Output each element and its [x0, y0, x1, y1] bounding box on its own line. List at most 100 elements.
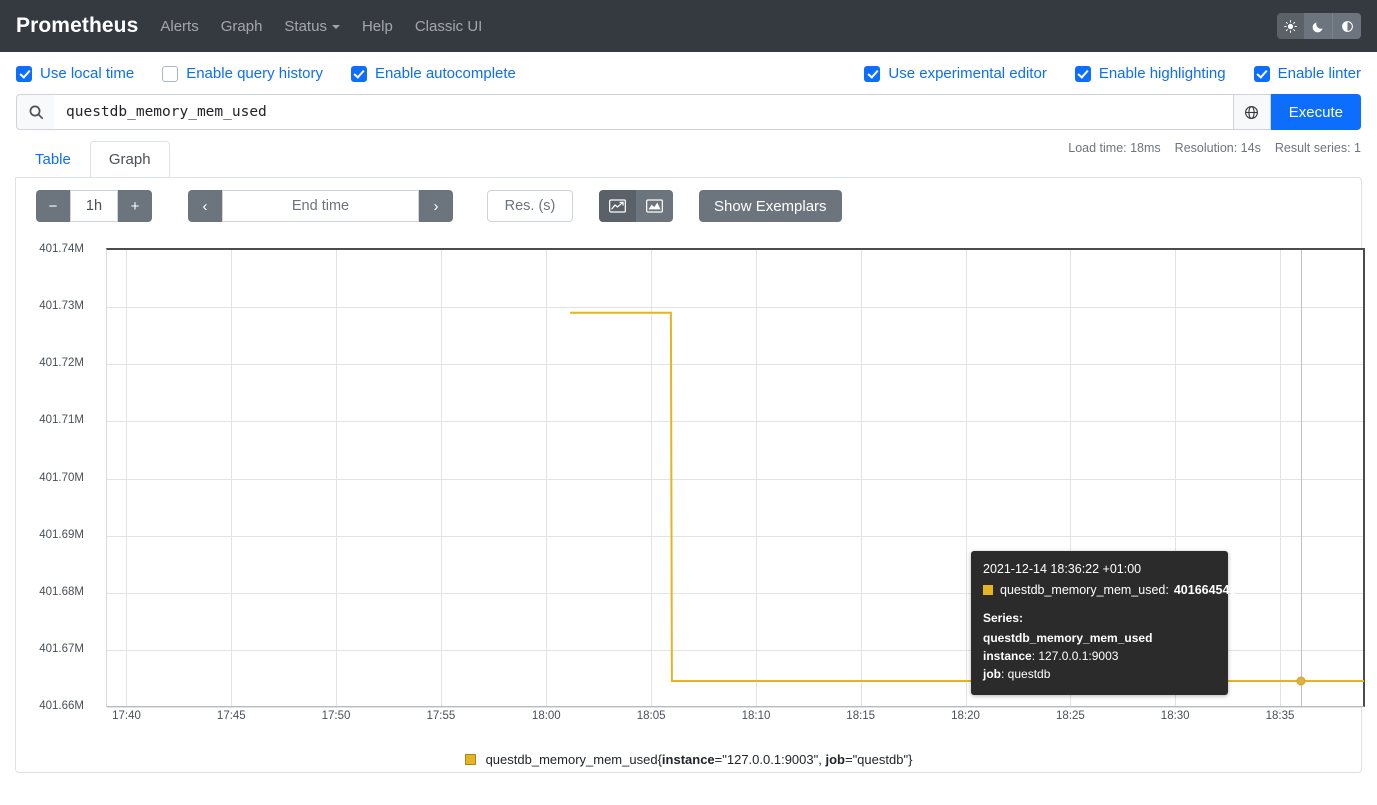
globe-icon[interactable]: [1232, 94, 1271, 130]
chevron-down-icon: [331, 25, 340, 29]
crosshair-line: [1301, 250, 1303, 706]
option-enable-linter[interactable]: Enable linter: [1253, 65, 1361, 82]
execute-button[interactable]: Execute: [1270, 94, 1361, 130]
horizontal-gridline: [107, 592, 1363, 594]
option-label: Enable autocomplete: [374, 65, 516, 82]
legend-label-key: instance: [661, 752, 715, 767]
tooltip-series-metric: questdb_memory_mem_used: [983, 630, 1153, 645]
horizontal-gridline: [107, 478, 1363, 480]
checkbox-enable-autocomplete[interactable]: [350, 65, 367, 82]
y-axis-tick-label: 401.73M: [39, 300, 84, 313]
next-time-button[interactable]: ›: [419, 190, 453, 222]
tooltip-label-value: questdb: [1007, 667, 1051, 682]
horizontal-gridline: [107, 649, 1363, 651]
half-circle-auto-icon[interactable]: [1333, 13, 1361, 39]
query-stats: Load time: 18ms Resolution: 14s Result s…: [1068, 141, 1361, 155]
legend-label-eq: =: [844, 752, 853, 767]
line-chart-icon[interactable]: [599, 190, 636, 222]
decrease-range-button[interactable]: −: [36, 190, 70, 222]
checkbox-enable-query-history[interactable]: [162, 65, 179, 82]
y-axis: 401.74M 401.73M 401.72M 401.71M 401.70M 401.6…: [26, 236, 90, 712]
vertical-gridline: [440, 250, 442, 706]
tab-table[interactable]: Table: [35, 151, 71, 168]
vertical-gridline: [1070, 250, 1072, 706]
graph-plot-area: 401.74M 401.73M 401.72M 401.71M 401.70M 401.6…: [26, 236, 1365, 736]
navbar: Prometheus Alerts Graph Status Help Clas…: [0, 0, 1377, 52]
theme-toggle-group: [1277, 13, 1361, 39]
option-use-experimental-editor[interactable]: Use experimental editor: [864, 65, 1047, 82]
hover-tooltip: 2021-12-14 18:36:22 +01:00 questdb_memor…: [971, 551, 1236, 695]
x-axis-tick-label: 18:00: [531, 710, 561, 722]
x-axis-tick-label: 18:15: [846, 710, 876, 722]
options-right-group: Use experimental editor Enable highlight…: [864, 65, 1361, 82]
graph-legend: questdb_memory_mem_used{instance = "127.0.…: [16, 752, 1361, 767]
sun-icon[interactable]: [1277, 13, 1305, 39]
nav-item-label: Help: [361, 17, 393, 35]
options-row: Use local time Enable query history Enab…: [0, 52, 1377, 94]
moon-icon[interactable]: [1305, 13, 1333, 39]
horizontal-gridline: [107, 707, 1363, 708]
option-use-local-time[interactable]: Use local time: [16, 65, 134, 82]
option-enable-query-history[interactable]: Enable query history: [162, 65, 323, 82]
option-label: Enable highlighting: [1098, 65, 1226, 82]
checkbox-use-local-time[interactable]: [16, 65, 32, 82]
nav-item-graph[interactable]: Graph: [221, 18, 263, 35]
legend-brace-open: {: [657, 752, 662, 767]
legend-item[interactable]: questdb_memory_mem_used{instance = "127.0.…: [464, 752, 912, 767]
search-icon[interactable]: [16, 94, 54, 130]
checkbox-enable-highlighting[interactable]: [1074, 65, 1091, 82]
end-time-input[interactable]: End time: [222, 190, 419, 222]
horizontal-gridline: [107, 364, 1363, 366]
option-label: Enable linter: [1277, 65, 1361, 82]
option-enable-autocomplete[interactable]: Enable autocomplete: [350, 65, 516, 82]
legend-metric: questdb_memory_mem_used: [485, 752, 658, 767]
tooltip-label-sep: :: [1001, 667, 1008, 682]
previous-time-button[interactable]: ‹: [188, 190, 222, 222]
vertical-gridline: [755, 250, 757, 706]
tooltip-label-key: instance: [983, 649, 1032, 664]
query-input[interactable]: questdb_memory_mem_used: [54, 94, 1233, 130]
tooltip-series-header: Series:: [983, 611, 1024, 626]
tabs-row: Table Graph Load time: 18ms Resolution: …: [0, 137, 1377, 178]
tooltip-metric-value: 401664545: [1173, 583, 1237, 598]
nav-item-label: Classic UI: [414, 17, 483, 35]
vertical-gridline: [1175, 250, 1177, 706]
resolution-stat: Resolution: 14s: [1174, 141, 1261, 155]
option-label: Enable query history: [186, 65, 323, 82]
tooltip-label-sep: :: [1031, 649, 1039, 664]
vertical-gridline: [651, 250, 653, 706]
x-axis-tick-label: 17:40: [112, 710, 141, 722]
nav-item-label: Status: [284, 17, 327, 35]
increase-range-button[interactable]: +: [118, 190, 152, 222]
chart-type-toggle: [599, 190, 673, 222]
nav-item-help[interactable]: Help: [362, 18, 393, 35]
end-time-control-group: ‹ End time ›: [188, 190, 453, 222]
horizontal-gridline: [107, 421, 1363, 423]
nav-item-classic-ui[interactable]: Classic UI: [415, 18, 483, 35]
result-series-stat: Result series: 1: [1274, 141, 1361, 155]
resolution-input[interactable]: Res. (s): [487, 190, 573, 222]
legend-label-comma: ,: [818, 752, 826, 767]
x-axis: 17:40 17:45 17:50 17:55 18:00 18:05 18:10 18:15…: [106, 710, 1365, 730]
checkbox-use-experimental-editor[interactable]: [864, 65, 881, 82]
graph-controls: − 1h + ‹ End time › Res. (s): [26, 190, 1351, 222]
tooltip-timestamp: 2021-12-14 18:36:22 +01:00: [983, 562, 1142, 576]
brand-logo[interactable]: Prometheus: [16, 14, 139, 37]
tab-graph[interactable]: Graph: [89, 141, 170, 178]
range-input[interactable]: 1h: [70, 190, 118, 222]
x-axis-tick-label: 18:35: [1265, 710, 1295, 722]
legend-label-value: "127.0.0.1:9003": [722, 752, 819, 767]
y-axis-tick-label: 401.69M: [39, 528, 84, 541]
x-axis-tick-label: 17:55: [426, 710, 456, 722]
tooltip-label-key: job: [983, 667, 1001, 682]
y-axis-tick-label: 401.67M: [39, 642, 84, 655]
checkbox-enable-linter[interactable]: [1253, 65, 1270, 82]
show-exemplars-button[interactable]: Show Exemplars: [699, 190, 842, 222]
option-enable-highlighting[interactable]: Enable highlighting: [1074, 65, 1226, 82]
nav-item-status[interactable]: Status: [284, 18, 340, 35]
tooltip-label-job: job: questdb: [983, 666, 1216, 683]
stacked-area-chart-icon[interactable]: [636, 190, 673, 222]
y-axis-tick-label: 401.71M: [39, 414, 84, 427]
nav-item-alerts[interactable]: Alerts: [160, 18, 198, 35]
nav-item-label: Alerts: [160, 17, 199, 35]
